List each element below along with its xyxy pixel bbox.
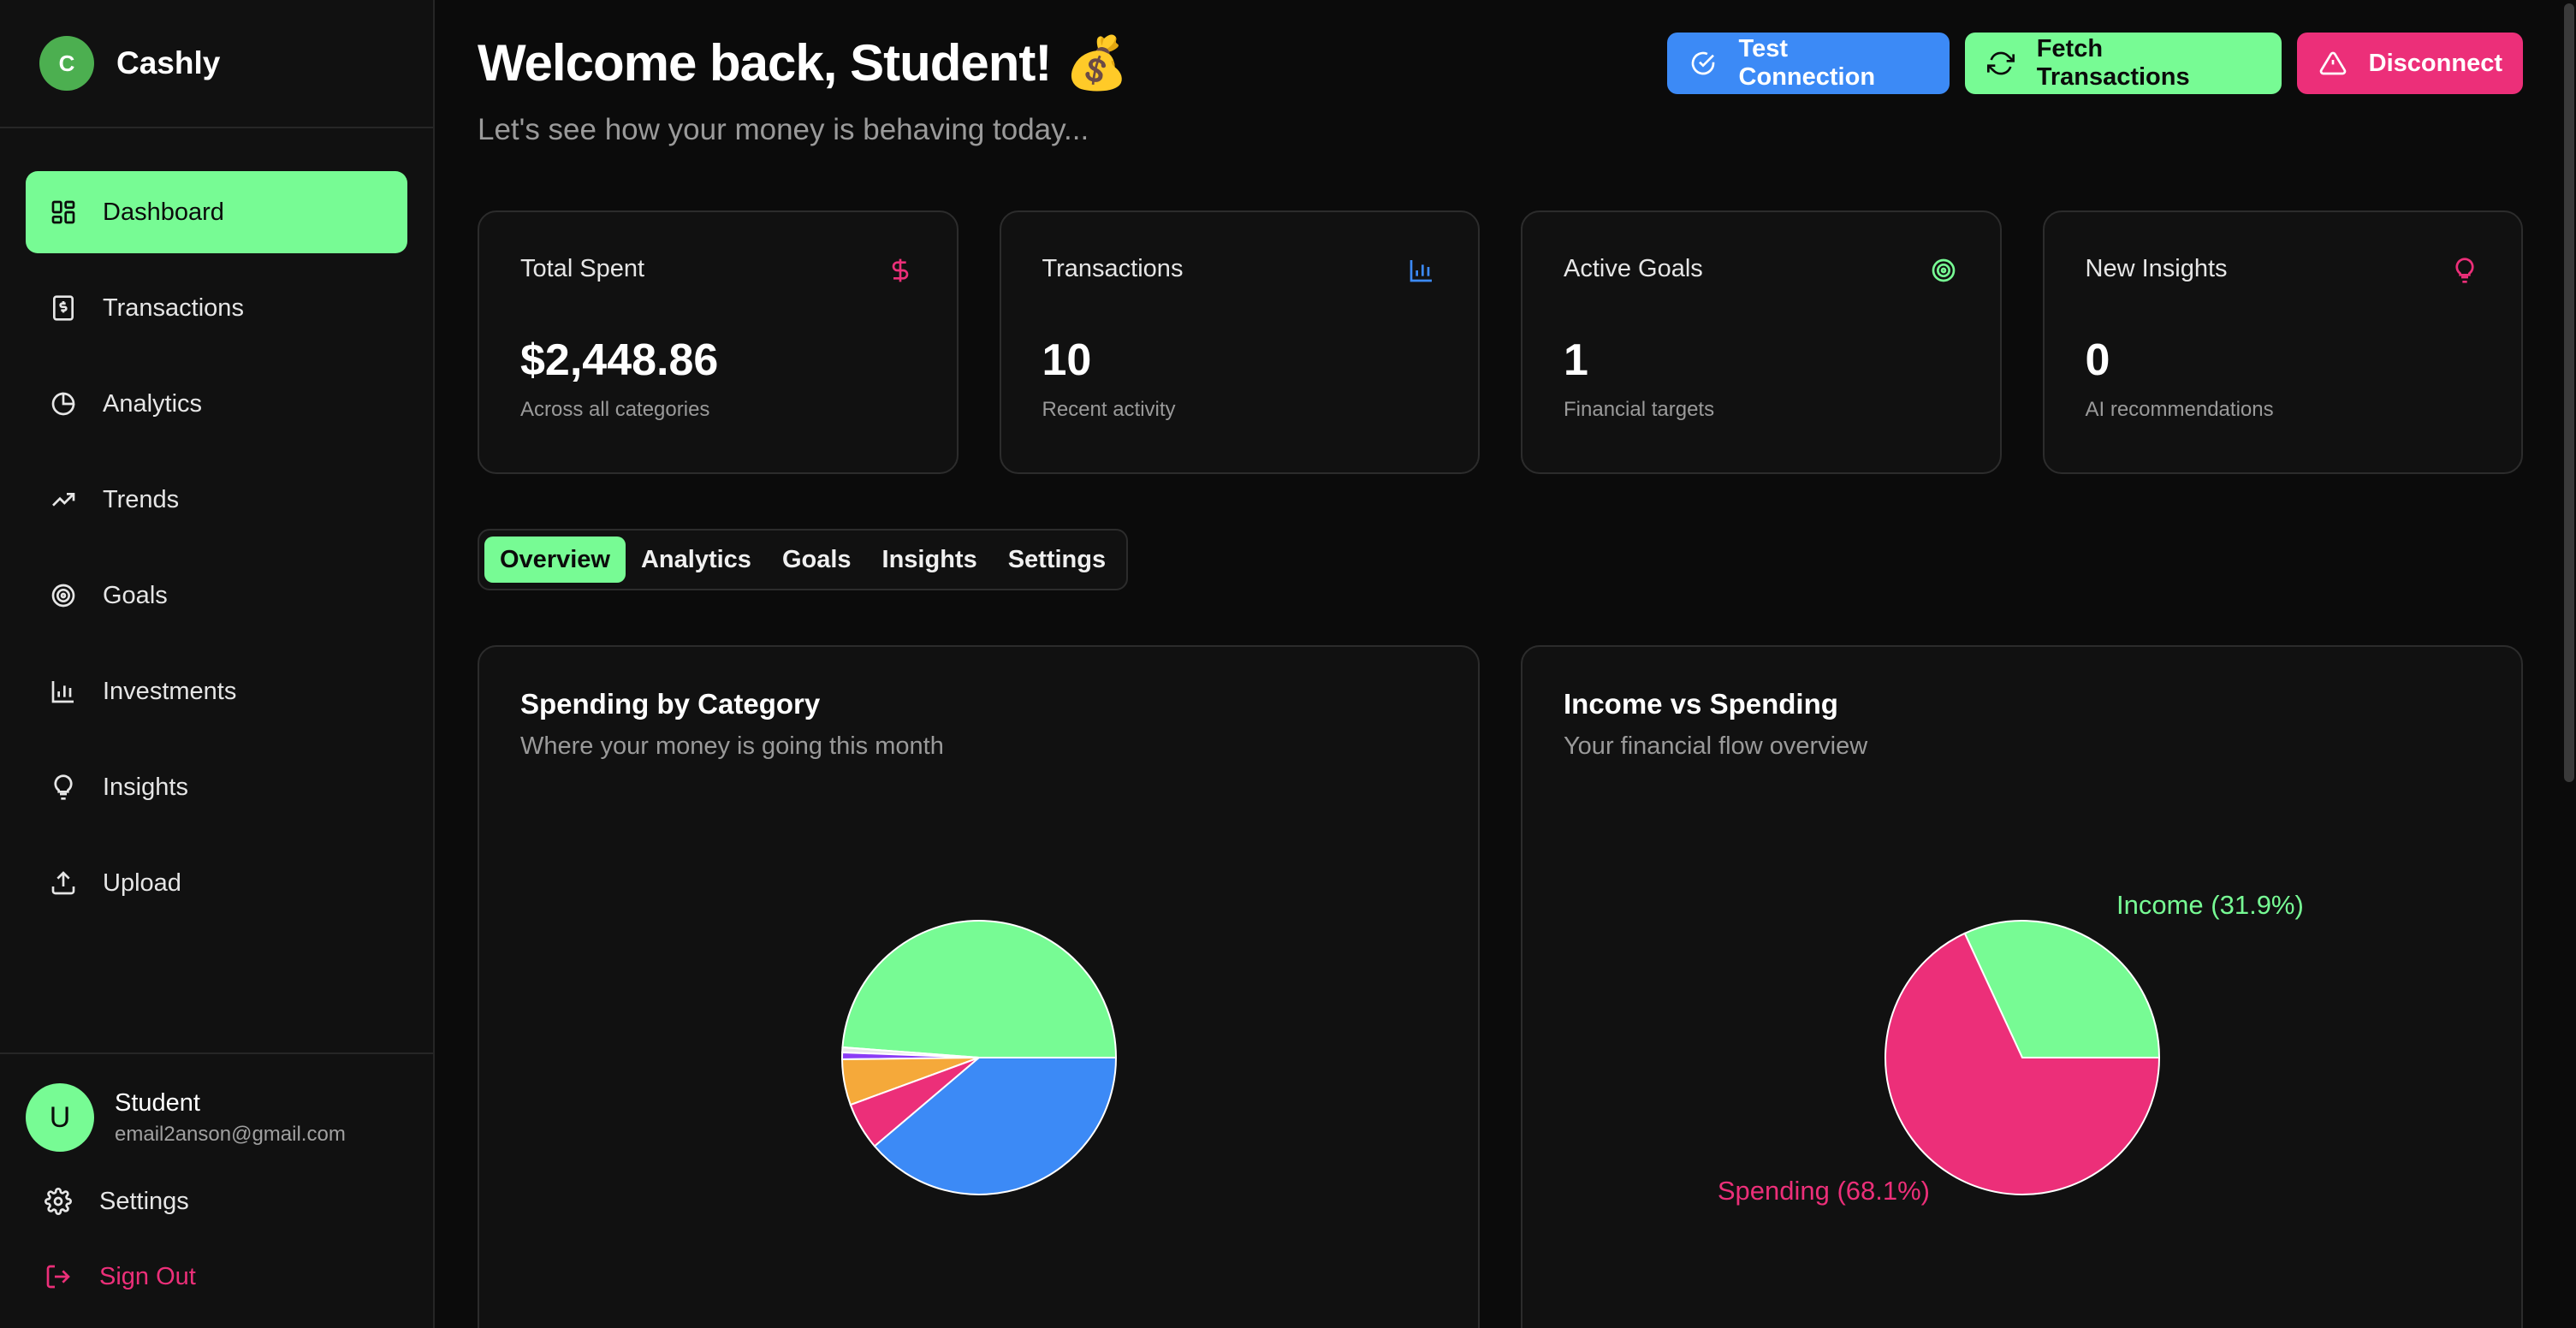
- tab-bar: Overview Analytics Goals Insights Settin…: [478, 529, 1129, 590]
- stat-value: $2,448.86: [520, 335, 719, 385]
- stat-card-transactions: Transactions 10 Recent activity: [999, 210, 1480, 474]
- brand[interactable]: C Cashly: [0, 0, 433, 128]
- panel-subtitle: Your financial flow overview: [1564, 732, 1868, 760]
- dollar-icon: [885, 255, 916, 286]
- stat-card-new-insights: New Insights 0 AI recommendations: [2042, 210, 2523, 474]
- stat-description: Recent activity: [1042, 398, 1176, 421]
- pie-slice-label: Income (31.9%): [2116, 890, 2304, 920]
- sidebar-item-insights[interactable]: Insights: [26, 746, 407, 828]
- upload-icon: [46, 866, 80, 900]
- user-profile[interactable]: U Student email2anson@gmail.com: [0, 1083, 433, 1152]
- income-vs-spending-card: Income vs Spending Your financial flow o…: [1521, 645, 2523, 1328]
- sidebar: C Cashly Dashboard Transactions Analytic…: [0, 0, 435, 1328]
- sidebar-item-investments[interactable]: Investments: [26, 650, 407, 732]
- settings-link[interactable]: Settings: [0, 1167, 433, 1236]
- lightbulb-icon: [2449, 255, 2480, 286]
- sidebar-item-label: Insights: [103, 773, 188, 801]
- logout-icon: [45, 1262, 74, 1291]
- refresh-icon: [1984, 46, 2018, 80]
- fetch-transactions-label: Fetch Transactions: [2036, 35, 2190, 91]
- sidebar-item-label: Investments: [103, 677, 237, 705]
- pie-slice[interactable]: [1885, 932, 2161, 1195]
- avatar: U: [26, 1083, 94, 1152]
- stat-label: Active Goals: [1564, 255, 1703, 282]
- fetch-transactions-button[interactable]: Fetch Transactions: [1965, 33, 2282, 94]
- sidebar-item-label: Trends: [103, 485, 180, 513]
- page-subtitle: Let's see how your money is behaving tod…: [478, 113, 1089, 146]
- spending-by-category-card: Spending by Category Where your money is…: [478, 645, 1480, 1328]
- header-actions: Test Connection Fetch Transactions Disco…: [1667, 33, 2523, 94]
- check-circle-icon: [1686, 46, 1720, 80]
- sign-out-label: Sign Out: [99, 1262, 196, 1290]
- charts-row: Spending by Category Where your money is…: [478, 645, 2523, 1328]
- bar-chart-icon: [1406, 255, 1437, 286]
- stat-label: Transactions: [1042, 255, 1184, 282]
- warning-icon: [2316, 46, 2350, 80]
- stat-description: Across all categories: [520, 398, 710, 421]
- sidebar-item-label: Goals: [103, 581, 168, 609]
- dashboard-grid-icon: [46, 195, 80, 229]
- user-name: Student: [115, 1088, 200, 1117]
- target-icon: [46, 578, 80, 613]
- tab-insights[interactable]: Insights: [881, 545, 977, 573]
- sidebar-item-label: Transactions: [103, 293, 244, 322]
- sign-out-link[interactable]: Sign Out: [0, 1242, 433, 1311]
- target-icon: [1928, 255, 1959, 286]
- sidebar-nav: Dashboard Transactions Analytics Trends …: [26, 171, 407, 938]
- page-title: Welcome back, Student! 💰: [478, 34, 1129, 92]
- stat-value: 0: [2085, 335, 2110, 385]
- pie-slice[interactable]: [1963, 920, 2161, 1058]
- sidebar-item-analytics[interactable]: Analytics: [26, 363, 407, 445]
- disconnect-label: Disconnect: [2368, 49, 2502, 77]
- sidebar-item-upload[interactable]: Upload: [26, 842, 407, 924]
- gear-icon: [45, 1187, 74, 1216]
- stat-card-active-goals: Active Goals 1 Financial targets: [1521, 210, 2002, 474]
- brand-name: Cashly: [116, 45, 221, 80]
- settings-label: Settings: [99, 1187, 189, 1215]
- tab-settings[interactable]: Settings: [1007, 545, 1107, 573]
- stat-card-total-spent: Total Spent $2,448.86 Across all categor…: [478, 210, 959, 474]
- tab-goals[interactable]: Goals: [781, 545, 852, 573]
- sidebar-item-label: Analytics: [103, 389, 203, 418]
- panel-subtitle: Where your money is going this month: [520, 732, 944, 760]
- disconnect-button[interactable]: Disconnect: [2297, 33, 2523, 94]
- panel-title: Income vs Spending: [1564, 688, 1838, 720]
- test-connection-label: Test Connection: [1738, 35, 1876, 91]
- brand-logo: C: [39, 36, 94, 91]
- trending-up-icon: [46, 483, 80, 517]
- spending-pie-chart[interactable]: [479, 647, 1481, 1328]
- bar-chart-icon: [46, 674, 80, 708]
- tab-overview[interactable]: Overview: [484, 537, 626, 583]
- stat-value: 10: [1042, 335, 1092, 385]
- pie-slice[interactable]: [841, 920, 1118, 1058]
- scrollbar-thumb[interactable]: [2564, 3, 2574, 782]
- sidebar-item-transactions[interactable]: Transactions: [26, 267, 407, 349]
- user-email: email2anson@gmail.com: [115, 1122, 346, 1146]
- test-connection-button[interactable]: Test Connection: [1667, 33, 1950, 94]
- sidebar-item-goals[interactable]: Goals: [26, 554, 407, 637]
- tab-analytics[interactable]: Analytics: [640, 545, 751, 573]
- sidebar-item-label: Upload: [103, 869, 181, 897]
- sidebar-footer: U Student email2anson@gmail.com Settings…: [0, 1052, 433, 1311]
- pie-chart-icon: [46, 387, 80, 421]
- stat-value: 1: [1564, 335, 1588, 385]
- income-spending-pie-chart[interactable]: Income (31.9%) Spending (68.1%): [1522, 647, 2525, 1328]
- stat-description: AI recommendations: [2085, 398, 2274, 421]
- receipt-dollar-icon: [46, 291, 80, 325]
- pie-slice-label: Spending (68.1%): [1718, 1176, 1930, 1206]
- lightbulb-icon: [46, 770, 80, 804]
- page-scrollbar[interactable]: [2562, 0, 2576, 1328]
- sidebar-item-dashboard[interactable]: Dashboard: [26, 171, 407, 253]
- user-info: Student email2anson@gmail.com: [115, 1089, 346, 1147]
- stat-label: Total Spent: [520, 255, 645, 282]
- stat-description: Financial targets: [1564, 398, 1715, 421]
- stat-label: New Insights: [2085, 255, 2228, 282]
- panel-title: Spending by Category: [520, 688, 821, 720]
- sidebar-item-label: Dashboard: [103, 198, 224, 226]
- pie-slice[interactable]: [873, 1057, 1118, 1195]
- stats-row: Total Spent $2,448.86 Across all categor…: [478, 210, 2523, 474]
- sidebar-item-trends[interactable]: Trends: [26, 459, 407, 541]
